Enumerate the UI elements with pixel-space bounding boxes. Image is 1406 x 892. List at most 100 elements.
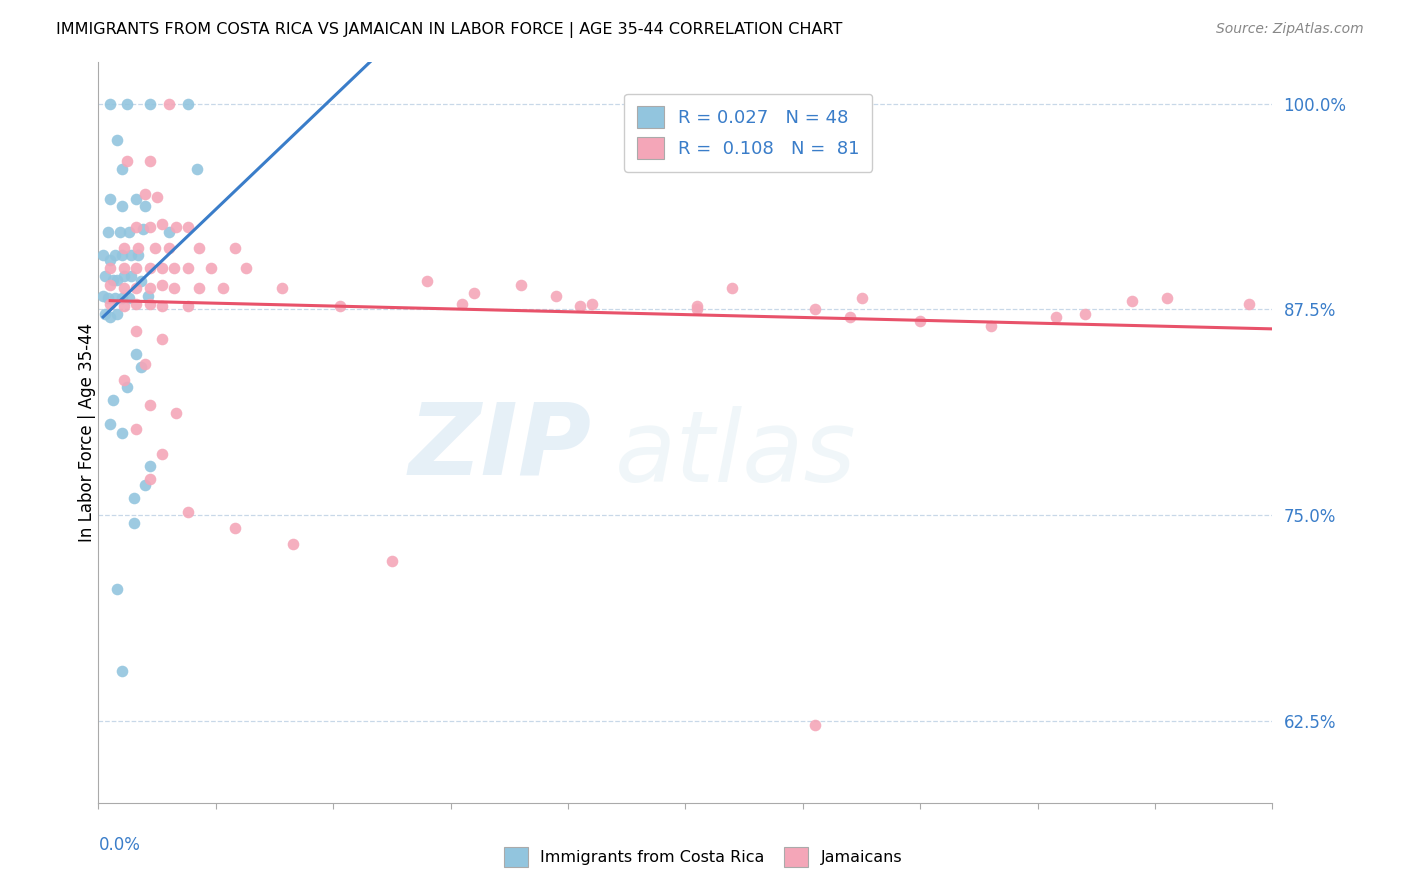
Point — [463, 285, 485, 300]
Point — [139, 398, 162, 412]
Point — [112, 373, 135, 387]
Point — [115, 379, 138, 393]
Point — [416, 274, 439, 288]
Point — [111, 291, 134, 305]
Point — [122, 491, 145, 506]
Point — [127, 248, 149, 262]
Point — [112, 241, 135, 255]
Point — [157, 225, 180, 239]
Point — [176, 299, 198, 313]
Point — [803, 718, 825, 732]
Point — [111, 664, 134, 678]
Point — [188, 241, 211, 255]
Point — [1045, 310, 1067, 325]
Point — [94, 269, 117, 284]
Point — [139, 297, 162, 311]
Point — [283, 537, 305, 551]
Point — [838, 310, 860, 325]
Point — [546, 289, 568, 303]
Point — [91, 289, 114, 303]
Point — [139, 472, 162, 486]
Point — [176, 219, 198, 234]
Point — [134, 478, 156, 492]
Point — [1073, 307, 1095, 321]
Point — [176, 96, 198, 111]
Point — [101, 392, 124, 407]
Point — [105, 272, 128, 286]
Point — [112, 269, 135, 284]
Point — [125, 422, 148, 436]
Point — [125, 261, 148, 276]
Point — [139, 96, 162, 111]
Point — [329, 299, 352, 313]
Point — [451, 297, 474, 311]
Point — [510, 277, 533, 292]
Point — [381, 554, 404, 568]
Point — [157, 96, 180, 111]
Point — [224, 521, 246, 535]
Point — [94, 307, 117, 321]
Point — [118, 225, 141, 239]
Point — [111, 248, 134, 262]
Point — [150, 447, 173, 461]
Point — [127, 241, 149, 255]
Point — [129, 274, 152, 288]
Point — [176, 505, 198, 519]
Point — [112, 281, 135, 295]
Point — [125, 192, 148, 206]
Point — [98, 192, 121, 206]
Point — [235, 261, 257, 276]
Text: atlas: atlas — [614, 407, 856, 503]
Point — [803, 302, 825, 317]
Point — [112, 261, 135, 276]
Legend: R = 0.027   N = 48, R =  0.108   N =  81: R = 0.027 N = 48, R = 0.108 N = 81 — [624, 94, 872, 172]
Point — [200, 261, 222, 276]
Point — [122, 516, 145, 530]
Point — [165, 219, 187, 234]
Point — [686, 299, 709, 313]
Point — [162, 281, 184, 295]
Point — [111, 162, 134, 177]
Point — [188, 281, 211, 295]
Point — [212, 281, 235, 295]
Point — [120, 269, 142, 284]
Point — [157, 241, 180, 255]
Point — [91, 248, 114, 262]
Point — [176, 261, 198, 276]
Point — [150, 277, 173, 292]
Point — [581, 297, 603, 311]
Point — [1237, 297, 1260, 311]
Point — [134, 357, 156, 371]
Point — [139, 281, 162, 295]
Point — [1156, 291, 1178, 305]
Point — [125, 219, 148, 234]
Point — [139, 219, 162, 234]
Point — [98, 96, 121, 111]
Point — [111, 425, 134, 440]
Legend: Immigrants from Costa Rica, Jamaicans: Immigrants from Costa Rica, Jamaicans — [498, 841, 908, 873]
Point — [132, 221, 155, 235]
Point — [98, 261, 121, 276]
Text: Source: ZipAtlas.com: Source: ZipAtlas.com — [1216, 22, 1364, 37]
Point — [224, 241, 246, 255]
Point — [721, 281, 744, 295]
Point — [98, 310, 121, 325]
Point — [125, 281, 148, 295]
Text: ZIP: ZIP — [409, 399, 592, 496]
Point — [125, 297, 148, 311]
Point — [150, 217, 173, 231]
Point — [270, 281, 292, 295]
Point — [108, 225, 131, 239]
Point — [162, 261, 184, 276]
Point — [568, 299, 591, 313]
Point — [105, 582, 128, 596]
Point — [134, 187, 156, 202]
Point — [686, 302, 709, 317]
Point — [105, 307, 128, 321]
Point — [1121, 293, 1143, 308]
Point — [101, 272, 124, 286]
Point — [98, 252, 121, 267]
Point — [115, 154, 138, 169]
Point — [851, 291, 873, 305]
Point — [111, 198, 134, 212]
